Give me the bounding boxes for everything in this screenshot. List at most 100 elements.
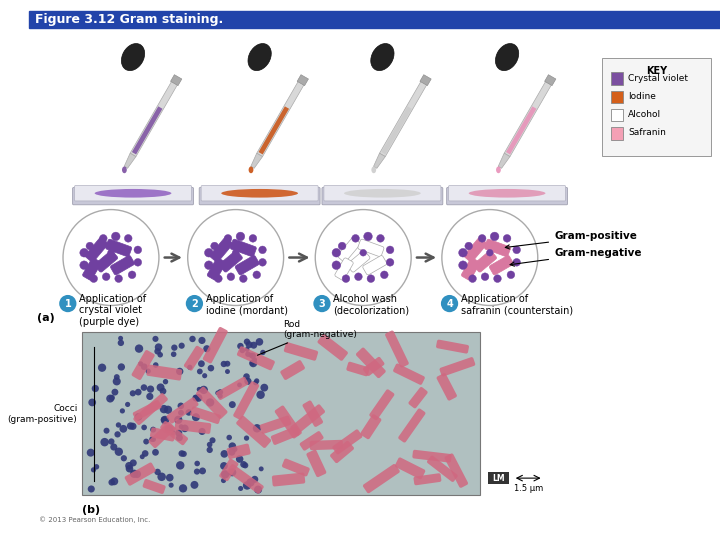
Text: Application of: Application of: [461, 294, 528, 304]
Circle shape: [197, 369, 203, 374]
Circle shape: [342, 275, 350, 282]
Circle shape: [161, 416, 169, 424]
FancyBboxPatch shape: [272, 472, 305, 487]
FancyBboxPatch shape: [335, 258, 354, 280]
Circle shape: [140, 384, 148, 391]
Circle shape: [258, 467, 264, 471]
Polygon shape: [124, 153, 136, 168]
Circle shape: [194, 469, 200, 475]
Circle shape: [155, 343, 162, 351]
FancyBboxPatch shape: [83, 258, 101, 280]
Circle shape: [125, 462, 133, 470]
Circle shape: [490, 232, 499, 241]
Circle shape: [100, 438, 109, 447]
Ellipse shape: [469, 189, 546, 198]
Circle shape: [254, 379, 259, 383]
Circle shape: [459, 248, 467, 257]
Circle shape: [338, 242, 346, 250]
Circle shape: [386, 259, 394, 266]
Ellipse shape: [122, 44, 145, 71]
Text: Application of: Application of: [206, 294, 273, 304]
Circle shape: [221, 470, 229, 478]
Circle shape: [187, 364, 192, 370]
Ellipse shape: [344, 189, 420, 198]
Circle shape: [154, 469, 161, 475]
FancyBboxPatch shape: [220, 251, 243, 272]
FancyBboxPatch shape: [363, 357, 384, 376]
FancyBboxPatch shape: [427, 456, 458, 482]
FancyBboxPatch shape: [236, 416, 271, 448]
FancyBboxPatch shape: [333, 429, 362, 455]
Circle shape: [207, 442, 212, 448]
Circle shape: [217, 393, 222, 399]
Circle shape: [135, 345, 143, 353]
Circle shape: [194, 394, 202, 402]
Circle shape: [386, 246, 394, 254]
Circle shape: [236, 232, 245, 241]
Circle shape: [127, 422, 134, 430]
FancyBboxPatch shape: [274, 406, 302, 438]
Circle shape: [94, 464, 99, 470]
Circle shape: [442, 210, 538, 306]
Circle shape: [494, 275, 501, 282]
Text: 1: 1: [64, 299, 71, 308]
Circle shape: [243, 373, 250, 380]
Circle shape: [220, 450, 228, 458]
Circle shape: [215, 275, 222, 282]
FancyBboxPatch shape: [395, 457, 426, 480]
Circle shape: [171, 345, 178, 351]
Circle shape: [261, 384, 269, 392]
Circle shape: [135, 389, 142, 395]
Circle shape: [146, 393, 153, 400]
FancyBboxPatch shape: [260, 415, 292, 434]
Text: Figure 3.12 Gram staining.: Figure 3.12 Gram staining.: [35, 13, 223, 26]
FancyBboxPatch shape: [207, 258, 225, 280]
Circle shape: [199, 428, 206, 435]
FancyBboxPatch shape: [143, 479, 166, 494]
FancyBboxPatch shape: [210, 238, 233, 262]
FancyBboxPatch shape: [356, 348, 386, 378]
Text: 3: 3: [318, 299, 325, 308]
FancyBboxPatch shape: [385, 330, 409, 368]
Circle shape: [228, 468, 236, 476]
FancyBboxPatch shape: [199, 187, 320, 205]
FancyBboxPatch shape: [436, 373, 457, 401]
Bar: [611, 91, 623, 103]
Circle shape: [86, 242, 94, 250]
FancyBboxPatch shape: [358, 239, 384, 256]
Circle shape: [91, 467, 96, 472]
Circle shape: [128, 271, 136, 279]
Circle shape: [377, 234, 384, 242]
Circle shape: [176, 434, 183, 441]
Circle shape: [254, 485, 262, 494]
Circle shape: [130, 390, 136, 396]
FancyBboxPatch shape: [408, 387, 428, 408]
Circle shape: [153, 336, 158, 342]
FancyBboxPatch shape: [307, 450, 326, 477]
FancyBboxPatch shape: [94, 251, 117, 272]
Circle shape: [153, 362, 158, 368]
Circle shape: [140, 454, 145, 459]
FancyBboxPatch shape: [235, 255, 259, 275]
Bar: [504, 78, 553, 157]
Circle shape: [125, 234, 132, 242]
Bar: [506, 106, 536, 154]
FancyBboxPatch shape: [464, 238, 487, 262]
Circle shape: [207, 447, 213, 453]
Ellipse shape: [496, 166, 501, 173]
Circle shape: [138, 361, 143, 367]
Circle shape: [178, 402, 184, 409]
Circle shape: [181, 424, 189, 432]
Circle shape: [143, 438, 149, 444]
Circle shape: [246, 478, 255, 487]
FancyBboxPatch shape: [485, 239, 510, 256]
Circle shape: [86, 449, 95, 457]
FancyBboxPatch shape: [449, 186, 566, 201]
FancyBboxPatch shape: [462, 258, 480, 280]
Circle shape: [135, 413, 143, 421]
FancyBboxPatch shape: [230, 239, 256, 256]
Circle shape: [199, 386, 208, 394]
Text: Gram-positive: Gram-positive: [505, 232, 637, 249]
Circle shape: [141, 363, 148, 370]
Circle shape: [80, 248, 89, 257]
